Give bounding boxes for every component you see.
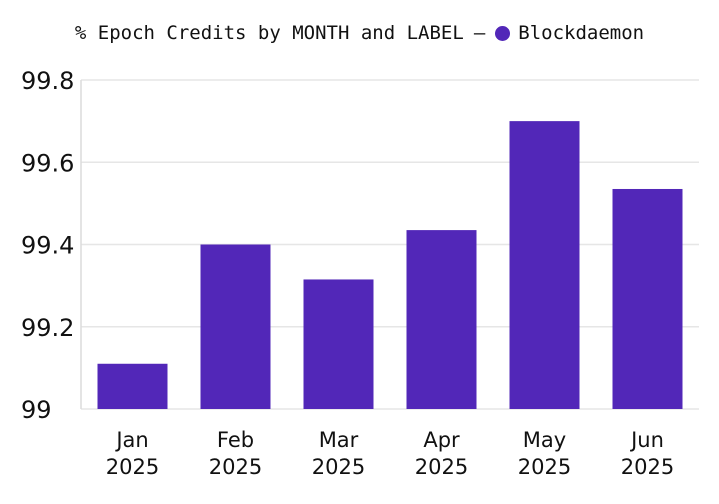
bar-feb: [200, 244, 271, 409]
x-tick-label-year: 2025: [415, 455, 468, 479]
bar-jan: [97, 363, 168, 409]
x-tick-label-month: Jan: [114, 428, 148, 452]
legend-separator: —: [473, 22, 486, 44]
bar-may: [509, 121, 580, 409]
x-tick-label-month: Jun: [629, 428, 664, 452]
x-tick-label-month: Apr: [423, 428, 460, 452]
bar-mar: [303, 279, 374, 409]
x-tick-label-year: 2025: [621, 455, 674, 479]
y-tick-label: 99: [21, 396, 52, 424]
x-tick-label-month: May: [523, 428, 566, 452]
y-tick-label: 99.4: [21, 232, 74, 260]
y-tick-label: 99.2: [21, 314, 74, 342]
legend-swatch-icon: [495, 25, 511, 41]
chart-title: % Epoch Credits by MONTH and LABEL: [74, 22, 464, 44]
y-tick-label: 99.6: [21, 149, 74, 177]
x-tick-label-month: Feb: [217, 428, 254, 452]
x-tick-label-year: 2025: [312, 455, 365, 479]
x-tick-label-year: 2025: [209, 455, 262, 479]
y-tick-label: 99.8: [21, 67, 74, 95]
x-tick-label-month: Mar: [319, 428, 359, 452]
x-tick-label-year: 2025: [106, 455, 159, 479]
bar-apr: [406, 230, 477, 409]
x-tick-label-year: 2025: [518, 455, 571, 479]
bar-jun: [612, 188, 683, 409]
chart-header: % Epoch Credits by MONTH and LABEL — Blo…: [0, 18, 719, 48]
legend-label: Blockdaemon: [518, 22, 645, 44]
